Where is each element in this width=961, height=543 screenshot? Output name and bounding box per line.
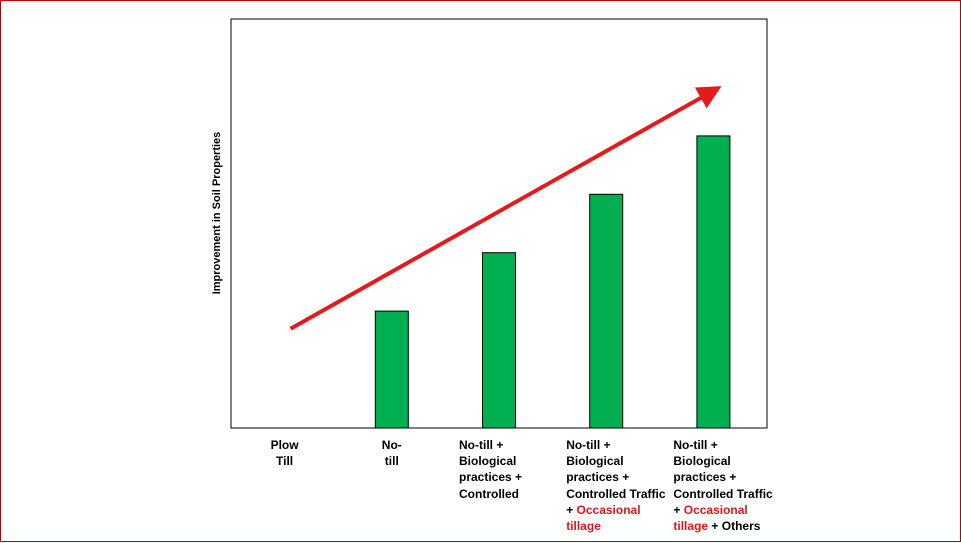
x-tick-label-3: No-till + Biological practices + Controlled… xyxy=(566,438,666,534)
bar-1 xyxy=(374,310,409,429)
x-tick-label-0: Plow Till xyxy=(270,438,299,469)
x-tick-label-2: No-till + Biological practices + Controlled xyxy=(459,438,523,501)
bars xyxy=(374,135,731,429)
trend-arrow xyxy=(289,86,722,331)
x-tick-label-1: No-till xyxy=(381,438,402,469)
x-tick-label-4: No-till + Biological practices + Controlled… xyxy=(673,438,773,534)
bar-3 xyxy=(589,193,624,429)
bar-4 xyxy=(696,135,731,429)
bar-2 xyxy=(482,252,516,429)
y-axis-label: Improvement in Soil Properties xyxy=(211,132,223,295)
